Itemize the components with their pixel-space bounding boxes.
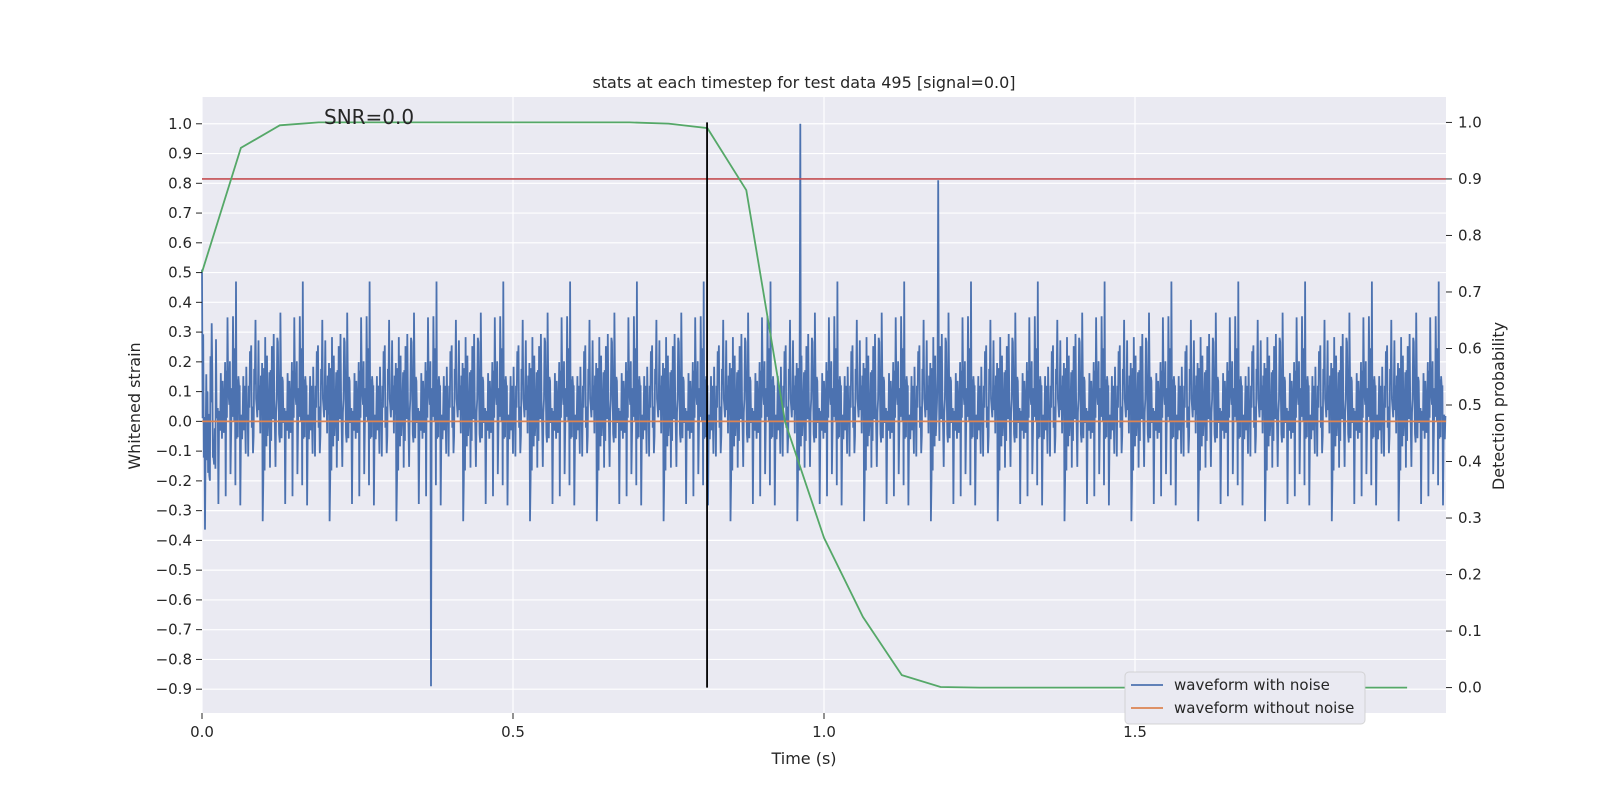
legend-label-clean: waveform without noise	[1174, 699, 1354, 717]
y-tick-label: −0.7	[156, 621, 192, 639]
y-tick-label: 0.2	[168, 353, 192, 371]
y-tick-label: 0.1	[168, 383, 192, 401]
y2-tick-label: 0.4	[1458, 453, 1482, 471]
y-tick-label: −0.3	[156, 502, 192, 520]
y2-tick-label: 0.7	[1458, 283, 1482, 301]
y-tick-label: 0.7	[168, 204, 192, 222]
y-tick-label: 0.5	[168, 264, 192, 282]
y2-tick-label: 0.1	[1458, 622, 1482, 640]
y2-tick-label: 0.5	[1458, 396, 1482, 414]
y-tick-label: 0.9	[168, 145, 192, 163]
legend-box	[1124, 671, 1366, 725]
y-tick-label: −0.6	[156, 591, 192, 609]
x-axis: 0.0 0.5 1.0 1.5	[190, 713, 1147, 741]
y-tick-label: 0.6	[168, 234, 192, 252]
y2-tick-label: 0.3	[1458, 509, 1482, 527]
y-tick-label: 0.4	[168, 293, 192, 311]
y-tick-label: −0.8	[156, 650, 192, 668]
y-tick-label: −0.9	[156, 680, 192, 698]
chart-title: stats at each timestep for test data 495…	[592, 73, 1015, 92]
y-axis-label: Whitened strain	[125, 342, 144, 469]
y-tick-label: −0.2	[156, 472, 192, 490]
y-tick-label: −0.4	[156, 531, 192, 549]
legend: waveform with noise waveform without noi…	[1124, 671, 1366, 725]
y-tick-label: 0.3	[168, 323, 192, 341]
x-tick-label: 1.0	[812, 723, 836, 741]
x-tick-label: 0.0	[190, 723, 214, 741]
x-tick-label: 1.5	[1123, 723, 1147, 741]
x-tick-label: 0.5	[501, 723, 525, 741]
snr-annotation: SNR=0.0	[324, 105, 414, 129]
y-tick-label: 0.0	[168, 412, 192, 430]
y-axis-left: −0.9 −0.8 −0.7 −0.6 −0.5 −0.4 −0.3 −0.2 −0.1 0.0 0…	[156, 115, 202, 698]
y-tick-label: 0.8	[168, 174, 192, 192]
y2-tick-label: 0.0	[1458, 679, 1482, 697]
y2-tick-label: 0.6	[1458, 339, 1482, 357]
y2-axis-label: Detection probability	[1489, 322, 1508, 490]
series-waveform-with-noise	[201, 123, 1447, 687]
x-axis-label: Time (s)	[770, 749, 836, 768]
y2-tick-label: 0.9	[1458, 170, 1482, 188]
y-tick-label: −0.5	[156, 561, 192, 579]
y2-tick-label: 0.2	[1458, 566, 1482, 584]
y-tick-label: −0.1	[156, 442, 192, 460]
y-axis-right: 0.0 0.1 0.2 0.3 0.4 0.5 0.6 0.7 0.8 0.9 1.0	[1446, 113, 1482, 697]
y2-tick-label: 0.8	[1458, 226, 1482, 244]
y2-tick-label: 1.0	[1458, 113, 1482, 131]
y-tick-label: 1.0	[168, 115, 192, 133]
legend-label-noise: waveform with noise	[1174, 676, 1330, 694]
